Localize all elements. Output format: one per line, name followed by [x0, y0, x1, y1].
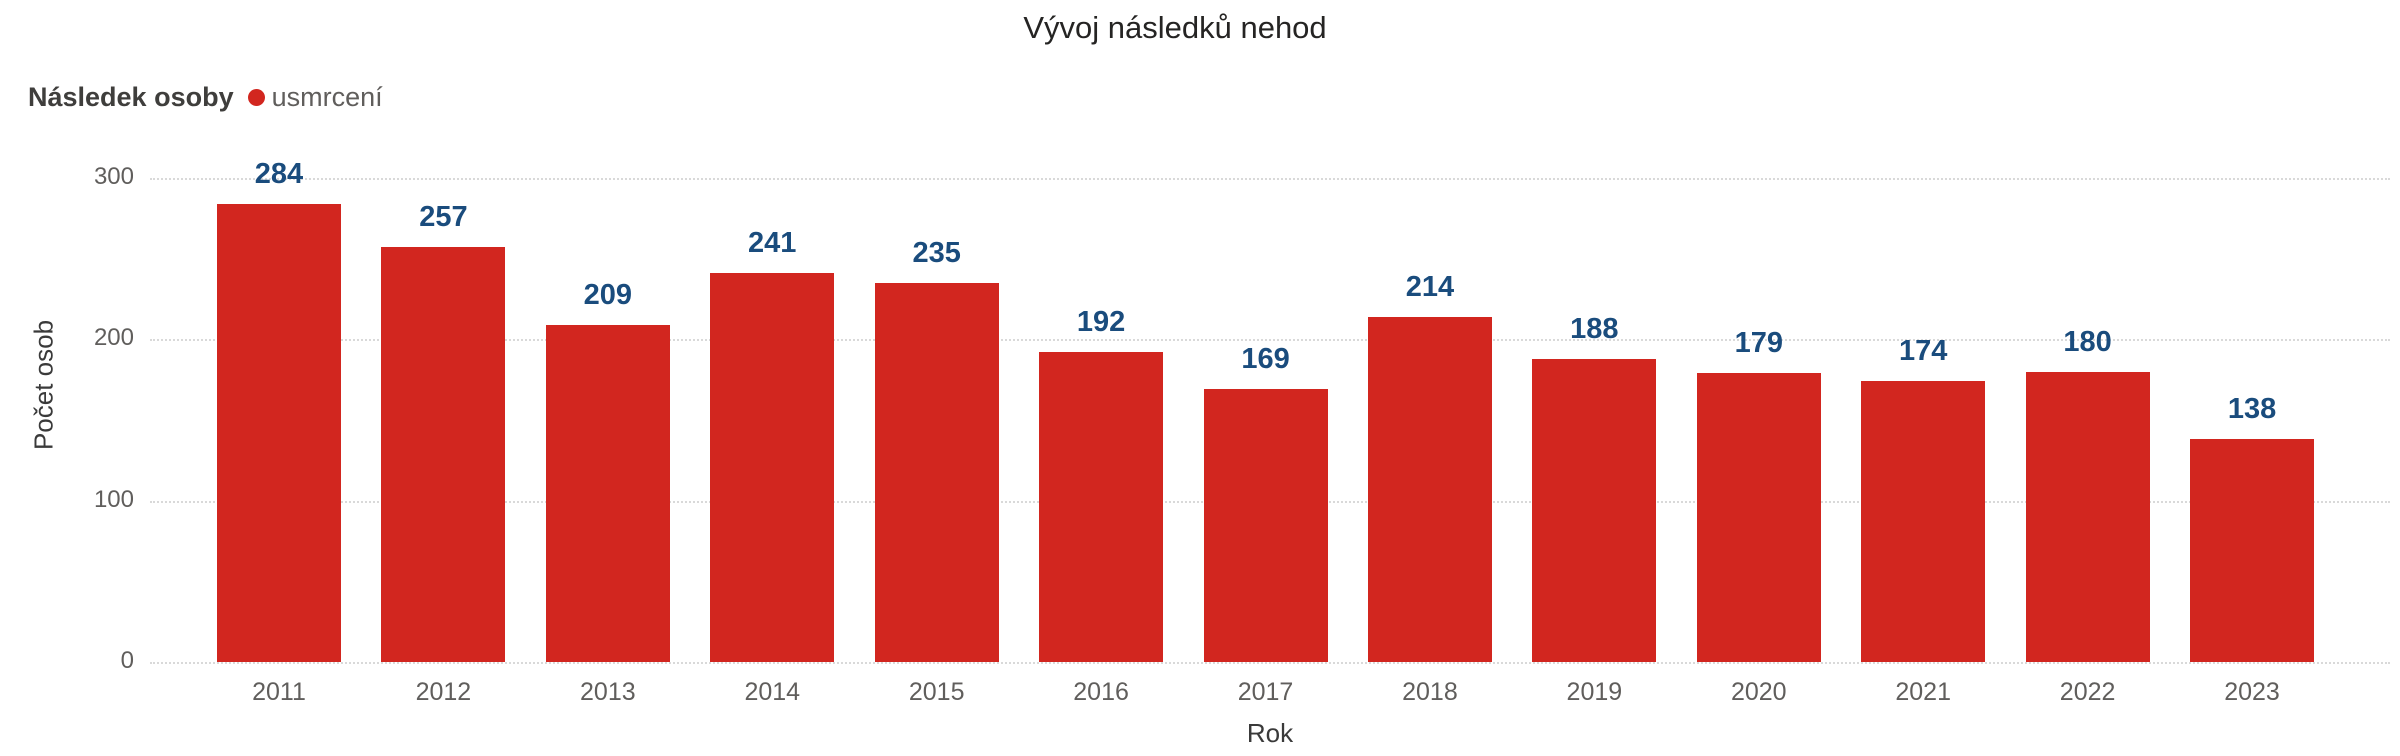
legend-title: Následek osoby — [28, 82, 234, 112]
bar-value-label-2018: 214 — [1405, 270, 1455, 303]
y-tick-label-100: 100 — [93, 485, 134, 513]
bar-2022[interactable] — [2025, 371, 2150, 662]
bar-2020[interactable] — [1696, 373, 1821, 662]
legend-marker-icon — [247, 89, 265, 106]
bar-value-label-2012: 257 — [419, 201, 468, 234]
x-tick-label-2015: 2015 — [908, 678, 965, 706]
bar-2015[interactable] — [874, 282, 999, 662]
bar-2011[interactable] — [217, 203, 341, 662]
bar-value-label-2016: 192 — [1076, 306, 1126, 339]
bar-value-label-2014: 241 — [748, 227, 797, 260]
bar-2013[interactable] — [545, 324, 670, 662]
bar-value-label-2013: 209 — [583, 278, 633, 311]
bar-value-label-2015: 235 — [912, 236, 961, 269]
bar-2018[interactable] — [1367, 316, 1492, 662]
gridline-300 — [150, 178, 2390, 180]
gridline-200 — [150, 339, 2390, 342]
bar-value-label-2020: 179 — [1734, 327, 1783, 360]
bar-2017[interactable] — [1203, 389, 1328, 662]
x-tick-label-2017: 2017 — [1237, 678, 1294, 706]
x-tick-label-2011: 2011 — [252, 678, 306, 706]
bar-2019[interactable] — [1532, 358, 1657, 662]
x-tick-label-2019: 2019 — [1566, 678, 1623, 706]
y-tick-label-300: 300 — [93, 163, 134, 190]
legend: Následek osoby usmrcení — [28, 82, 383, 113]
x-tick-label-2014: 2014 — [744, 678, 801, 706]
x-tick-label-2020: 2020 — [1730, 678, 1787, 706]
bar-2012[interactable] — [381, 247, 506, 662]
bar-2023[interactable] — [2190, 439, 2315, 662]
x-tick-label-2018: 2018 — [1402, 678, 1458, 706]
bar-value-label-2021: 174 — [1898, 335, 1948, 368]
x-tick-label-2012: 2012 — [415, 678, 472, 706]
x-tick-label-2022: 2022 — [2059, 678, 2116, 706]
x-axis-title: Rok — [1246, 718, 1294, 748]
bar-2016[interactable] — [1039, 352, 1164, 662]
x-tick-label-2021: 2021 — [1895, 678, 1951, 706]
x-tick-label-2023: 2023 — [2224, 678, 2280, 706]
x-tick-label-2016: 2016 — [1073, 678, 1129, 706]
bar-value-label-2019: 188 — [1570, 312, 1619, 345]
legend-item-usmrceni[interactable]: usmrcení — [247, 82, 383, 113]
bar-value-label-2017: 169 — [1241, 343, 1290, 376]
gridline-0 — [150, 662, 2390, 664]
y-tick-label-0: 0 — [120, 647, 134, 674]
x-tick-label-2013: 2013 — [580, 678, 636, 706]
bar-value-label-2011: 284 — [254, 157, 304, 190]
bar-value-label-2023: 138 — [2227, 393, 2277, 426]
bar-value-label-2022: 180 — [2063, 325, 2112, 358]
bar-2021[interactable] — [1861, 381, 1986, 662]
y-tick-label-200: 200 — [93, 324, 134, 352]
legend-item-label: usmrcení — [271, 82, 383, 112]
bar-2014[interactable] — [710, 273, 835, 662]
chart-title: Vývoj následků nehod — [1023, 10, 1327, 45]
